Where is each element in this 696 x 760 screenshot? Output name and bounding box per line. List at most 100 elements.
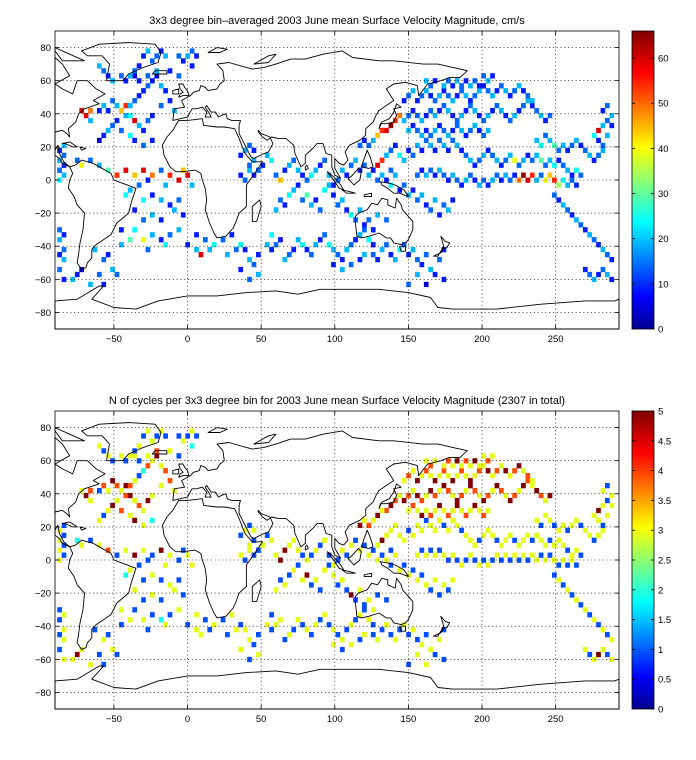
data-bin <box>207 247 213 253</box>
data-bin <box>419 117 425 124</box>
data-bin <box>291 627 297 633</box>
data-bin <box>454 78 460 84</box>
data-bin <box>251 641 257 648</box>
data-bin <box>445 132 451 139</box>
data-bin <box>468 483 473 489</box>
data-bin <box>432 651 438 658</box>
data-bin <box>459 492 464 499</box>
data-bin <box>538 112 544 119</box>
data-bin <box>525 532 531 538</box>
data-bin <box>490 487 495 494</box>
data-bin <box>485 112 491 119</box>
data-bin <box>423 458 429 464</box>
data-bin <box>529 98 535 104</box>
data-bin <box>445 78 451 84</box>
data-bin <box>591 512 597 519</box>
data-bin <box>596 622 601 628</box>
data-bin <box>401 98 407 104</box>
data-bin <box>114 483 120 489</box>
data-bin <box>123 112 129 119</box>
data-bin <box>432 147 438 153</box>
coastline <box>81 422 162 462</box>
data-bin <box>476 492 482 499</box>
data-bin <box>163 53 168 59</box>
data-bin <box>154 453 160 459</box>
data-bin <box>74 157 80 163</box>
data-bin <box>96 271 102 278</box>
data-bin <box>251 552 257 558</box>
y-tick-label: −80 <box>35 308 51 319</box>
data-bin <box>189 63 195 69</box>
data-bin <box>123 492 129 499</box>
data-bin <box>445 487 451 494</box>
data-bin <box>525 557 531 563</box>
coastline <box>207 427 228 433</box>
colorbar-tick-label: 0 <box>658 325 663 336</box>
data-bin <box>476 88 482 94</box>
data-bin <box>600 522 606 529</box>
data-bin <box>569 592 575 598</box>
data-bin <box>419 473 425 479</box>
data-bin <box>454 117 460 124</box>
data-bin <box>61 552 67 558</box>
data-bin <box>194 247 199 253</box>
data-bin <box>450 172 456 178</box>
coastline <box>304 164 309 171</box>
data-bin <box>339 646 345 653</box>
data-bin <box>547 157 553 163</box>
data-bin <box>552 192 557 198</box>
data-bin <box>136 122 142 129</box>
data-bin <box>335 557 341 563</box>
data-bin <box>251 172 257 178</box>
data-bin <box>472 502 478 509</box>
data-bin <box>476 537 482 543</box>
data-bin <box>114 271 120 278</box>
data-bin <box>185 433 191 439</box>
panel-2-title: N of cycles per 3x3 degree bin for 2003 … <box>109 395 565 407</box>
data-bin <box>459 88 464 94</box>
data-bin <box>238 266 244 273</box>
x-tick-label: 100 <box>327 334 343 345</box>
data-bin <box>344 627 350 633</box>
data-bin <box>538 492 544 499</box>
data-bin <box>172 207 177 213</box>
data-bin <box>225 632 230 638</box>
data-bin <box>74 651 80 658</box>
data-bin <box>419 547 425 553</box>
data-bin <box>547 112 553 119</box>
data-bin <box>242 527 248 533</box>
data-bin <box>591 237 597 243</box>
data-bin <box>476 507 482 514</box>
data-bin <box>392 142 398 149</box>
data-bin <box>578 142 584 149</box>
data-bin <box>468 127 473 134</box>
data-bin <box>565 527 570 533</box>
data-bin <box>167 172 173 178</box>
data-bin <box>552 177 557 183</box>
data-bin <box>331 247 336 253</box>
data-bin <box>114 552 120 558</box>
data-bin <box>437 256 442 263</box>
data-bin <box>74 537 80 543</box>
data-bin <box>348 641 354 648</box>
data-bin <box>304 192 310 198</box>
data-bin <box>432 507 438 514</box>
data-bin <box>198 252 204 258</box>
data-bin <box>158 428 164 434</box>
data-bin <box>61 247 67 253</box>
data-bin <box>481 132 487 139</box>
data-bin <box>503 172 509 178</box>
data-bin <box>141 522 146 529</box>
data-bin <box>366 597 372 603</box>
data-bin <box>392 117 398 124</box>
data-bin <box>565 167 570 173</box>
data-bin <box>273 242 279 248</box>
data-bin <box>503 492 509 499</box>
data-bin <box>339 547 345 553</box>
data-bin <box>154 53 160 59</box>
data-bin <box>370 607 376 613</box>
data-bin <box>348 162 354 168</box>
data-bin <box>494 172 500 178</box>
data-bin <box>176 607 182 613</box>
data-bin <box>512 112 517 119</box>
